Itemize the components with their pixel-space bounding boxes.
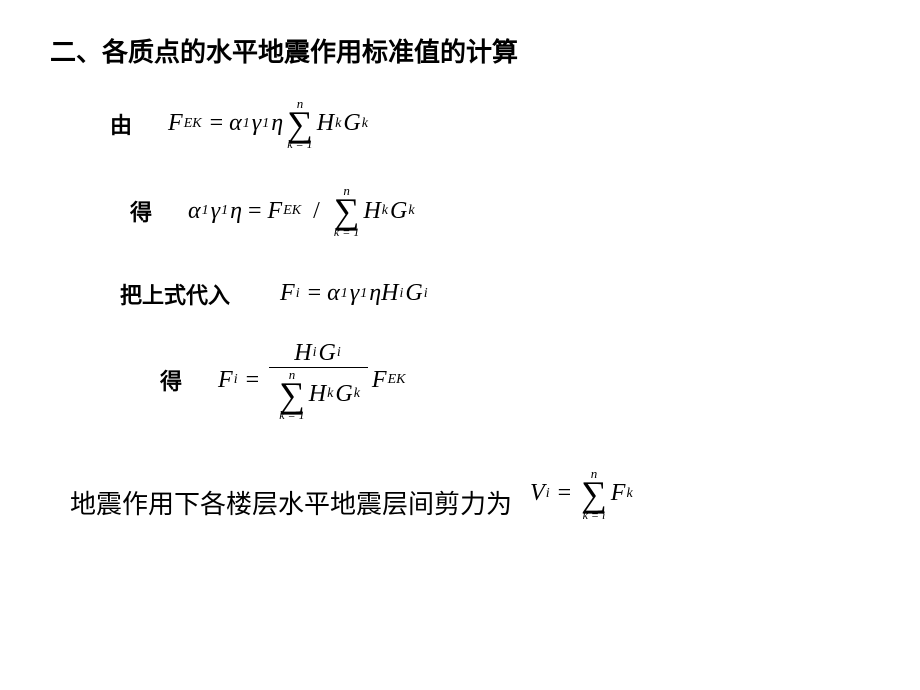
- sym-alpha: α: [229, 110, 242, 137]
- sub-i: i: [399, 286, 403, 302]
- sub-i: i: [296, 286, 300, 302]
- lead-2: 得: [130, 195, 152, 227]
- sum-4: n ∑ k = 1: [279, 368, 305, 421]
- sum-5: n ∑ k = i: [581, 467, 607, 520]
- sub-i2: i: [424, 286, 428, 302]
- sym-V: V: [530, 480, 545, 507]
- formula-2: α 1 γ 1 η = F EK / n ∑ k = 1 H k G k: [188, 184, 417, 237]
- sym-alpha: α: [188, 198, 201, 225]
- sym-G: G: [335, 381, 352, 408]
- bottom-text: 地震作用下各楼层水平地震层间剪力为: [70, 484, 512, 521]
- sub-1a: 1: [243, 116, 250, 132]
- formula-1: F EK = α 1 γ 1 η n ∑ k = 1 H k G k: [168, 97, 370, 150]
- sym-G: G: [390, 198, 407, 225]
- op-eq: =: [246, 367, 260, 394]
- sub-i: i: [234, 372, 238, 388]
- sum-1: n ∑ k = 1: [287, 97, 313, 150]
- sym-eta: η: [271, 110, 283, 137]
- sym-H: H: [294, 340, 311, 367]
- sub-i: i: [313, 345, 317, 361]
- sub-i: i: [546, 486, 550, 502]
- formula-3: F i = α 1 γ 1 η H i G i: [280, 280, 430, 307]
- sub-EK: EK: [283, 203, 301, 219]
- sum-bot: k = 1: [279, 409, 304, 421]
- lead-1: 由: [110, 108, 132, 140]
- sym-eta: η: [369, 280, 381, 307]
- sub-1b: 1: [262, 116, 269, 132]
- sub-1a: 1: [202, 203, 209, 219]
- sigma-icon: ∑: [279, 379, 305, 411]
- sub-EK: EK: [388, 372, 406, 388]
- sym-G: G: [405, 280, 422, 307]
- formula-5: V i = n ∑ k = i F k: [530, 467, 635, 520]
- sym-gamma: γ: [350, 280, 359, 307]
- section-title: 二、各质点的水平地震作用标准值的计算: [50, 32, 880, 69]
- lead-4: 得: [160, 364, 182, 396]
- sub-k2: k: [362, 116, 368, 132]
- slide: 二、各质点的水平地震作用标准值的计算 由 F EK = α 1 γ 1 η n …: [0, 0, 920, 690]
- op-eq: =: [558, 480, 572, 507]
- sub-k: k: [335, 116, 341, 132]
- sym-F: F: [611, 480, 626, 507]
- sum-bot: k = 1: [287, 138, 312, 150]
- sub-k: k: [382, 203, 388, 219]
- formula-4: F i = H i G i n ∑ k = 1 H k: [218, 340, 407, 421]
- sym-G: G: [319, 340, 336, 367]
- op-eq: =: [308, 280, 322, 307]
- sym-H: H: [317, 110, 334, 137]
- sym-H: H: [381, 280, 398, 307]
- line-2: 得 α 1 γ 1 η = F EK / n ∑ k = 1 H k G k: [130, 184, 880, 237]
- lead-3: 把上式代入: [120, 278, 230, 310]
- op-eq: =: [210, 110, 224, 137]
- sym-H: H: [363, 198, 380, 225]
- sub-1b: 1: [221, 203, 228, 219]
- op-slash: /: [313, 198, 320, 225]
- sub-k: k: [626, 486, 632, 502]
- sub-1a: 1: [341, 286, 348, 302]
- sym-H: H: [309, 381, 326, 408]
- line-3: 把上式代入 F i = α 1 γ 1 η H i G i: [120, 278, 880, 310]
- sym-eta: η: [230, 198, 242, 225]
- sub-i2: i: [337, 345, 341, 361]
- sub-k2: k: [408, 203, 414, 219]
- line-5: 地震作用下各楼层水平地震层间剪力为 V i = n ∑ k = i F k: [70, 467, 880, 520]
- sym-gamma: γ: [211, 198, 220, 225]
- sigma-icon: ∑: [334, 195, 360, 227]
- fraction: H i G i n ∑ k = 1 H k G k: [269, 340, 368, 421]
- sym-F: F: [280, 280, 295, 307]
- sub-EK: EK: [184, 116, 202, 132]
- sym-alpha: α: [327, 280, 340, 307]
- sym-F: F: [372, 367, 387, 394]
- line-1: 由 F EK = α 1 γ 1 η n ∑ k = 1 H k G k: [110, 97, 880, 150]
- sym-F: F: [218, 367, 233, 394]
- numerator: H i G i: [288, 340, 348, 367]
- sigma-icon: ∑: [581, 478, 607, 510]
- sum-bot: k = 1: [334, 226, 359, 238]
- sub-k: k: [327, 386, 333, 402]
- sym-F: F: [168, 110, 183, 137]
- denominator: n ∑ k = 1 H k G k: [269, 368, 368, 421]
- sub-k2: k: [354, 386, 360, 402]
- sym-F: F: [268, 198, 283, 225]
- op-eq: =: [248, 198, 262, 225]
- sum-2: n ∑ k = 1: [334, 184, 360, 237]
- sym-gamma: γ: [252, 110, 261, 137]
- sum-bot: k = i: [583, 509, 606, 521]
- sub-1b: 1: [360, 286, 367, 302]
- sigma-icon: ∑: [287, 108, 313, 140]
- line-4: 得 F i = H i G i n ∑ k = 1: [160, 340, 880, 421]
- sym-G: G: [343, 110, 360, 137]
